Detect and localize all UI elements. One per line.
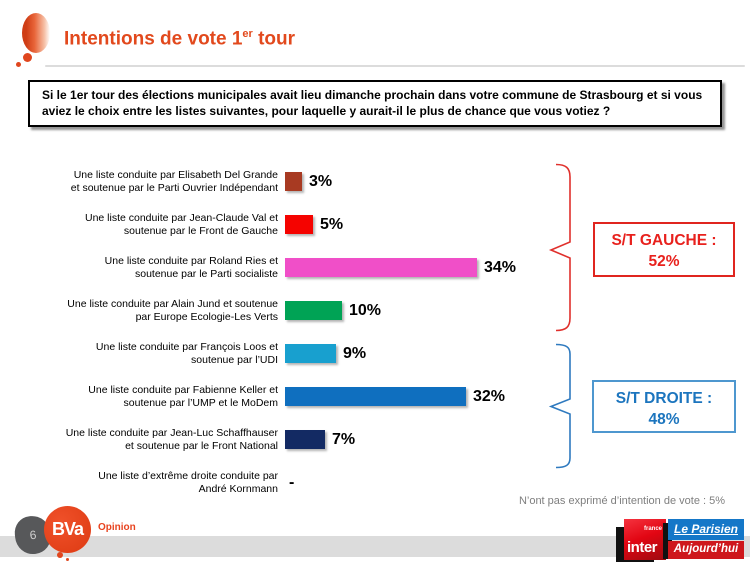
- chart-row: Une liste conduite par Fabienne Keller e…: [30, 375, 570, 418]
- subtotal-droite-value: 48%: [648, 411, 680, 428]
- bar: [285, 387, 466, 406]
- chart-row: Une liste conduite par Roland Ries et so…: [30, 246, 570, 289]
- bar-area: 7%: [285, 430, 355, 449]
- bar-value: 5%: [320, 215, 344, 233]
- question-box: Si le 1er tour des élections municipales…: [28, 80, 722, 127]
- bar-area: 9%: [285, 344, 366, 363]
- candidate-label: Une liste conduite par Jean-Luc Schaffha…: [65, 426, 278, 452]
- le-parisien-logo: Le Parisien: [668, 519, 744, 540]
- subtotal-droite-box: S/T DROITE : 48%: [592, 380, 736, 433]
- deco-dot-icon: [23, 53, 32, 62]
- bar-value: 9%: [343, 344, 367, 362]
- chart-row: Une liste conduite par Jean-Luc Schaffha…: [30, 418, 570, 461]
- bar-value: -: [289, 473, 295, 491]
- bar: [285, 215, 313, 234]
- bar: [285, 172, 302, 191]
- bar: [285, 301, 342, 320]
- bva-deco-shape-icon: [22, 13, 50, 53]
- question-text: Si le 1er tour des élections municipales…: [42, 88, 703, 118]
- bva-dot-icon: [57, 552, 63, 558]
- chart-row: Une liste conduite par Jean-Claude Val e…: [30, 203, 570, 246]
- page-title: Intentions de vote 1er tour: [64, 28, 296, 50]
- bar-area: 3%: [285, 172, 332, 191]
- bar-value: 10%: [349, 301, 382, 319]
- france-inter-logo: france inter: [624, 519, 666, 560]
- candidate-label: Une liste conduite par Fabienne Keller e…: [88, 383, 278, 409]
- bar-chart: Une liste conduite par Elisabeth Del Gra…: [30, 160, 570, 504]
- bar-value: 7%: [332, 430, 356, 448]
- bar-value: 3%: [309, 172, 333, 190]
- aujourdhui-logo: Aujourd’hui: [668, 541, 744, 559]
- footer-band: [0, 536, 750, 557]
- subtotal-droite-label: S/T DROITE :: [615, 390, 713, 407]
- droite-brace: [548, 343, 571, 469]
- candidate-label: Une liste conduite par Roland Ries et so…: [104, 254, 278, 280]
- chart-row: Une liste conduite par François Loos et …: [30, 332, 570, 375]
- deco-dot-icon: [16, 62, 21, 67]
- bva-logo-text: BVa: [51, 519, 84, 539]
- candidate-label: Une liste conduite par François Loos et …: [95, 340, 278, 366]
- candidate-label: Une liste conduite par Jean-Claude Val e…: [84, 211, 278, 237]
- le-parisien-logo-shadow: [663, 523, 672, 559]
- subtotal-gauche-label: S/T GAUCHE :: [611, 232, 717, 249]
- gauche-brace: [548, 163, 571, 332]
- chart-row: Une liste conduite par Elisabeth Del Gra…: [30, 160, 570, 203]
- bar: [285, 344, 336, 363]
- no-vote-note: N’ont pas exprimé d’intention de vote : …: [518, 495, 725, 507]
- bar-area: 5%: [285, 215, 343, 234]
- subtotal-gauche-box: S/T GAUCHE : 52%: [593, 222, 735, 277]
- chart-row: Une liste d’extrême droite conduite par …: [30, 461, 570, 504]
- chart-row: Une liste conduite par Alain Jund et sou…: [30, 289, 570, 332]
- bar-area: 10%: [285, 301, 381, 320]
- candidate-label: Une liste d’extrême droite conduite par …: [98, 469, 278, 495]
- bar-value: 32%: [473, 387, 506, 405]
- bva-opinion-label: Opinion: [98, 522, 136, 533]
- candidate-label: Une liste conduite par Alain Jund et sou…: [67, 297, 278, 323]
- france-inter-top-text: france: [643, 526, 662, 532]
- title-divider: [45, 65, 745, 67]
- candidate-label: Une liste conduite par Elisabeth Del Gra…: [70, 168, 278, 194]
- page-number: 6: [28, 527, 38, 543]
- bar-value: 34%: [484, 258, 517, 276]
- bar: [285, 430, 325, 449]
- bar-area: -: [285, 474, 294, 492]
- bar-area: 34%: [285, 258, 516, 277]
- bar: [285, 258, 477, 277]
- bar-area: 32%: [285, 387, 505, 406]
- subtotal-gauche-value: 52%: [648, 253, 680, 270]
- france-inter-main-text: inter: [627, 539, 658, 556]
- bva-logo: BVa: [44, 506, 91, 553]
- bva-dot-icon: [66, 558, 69, 561]
